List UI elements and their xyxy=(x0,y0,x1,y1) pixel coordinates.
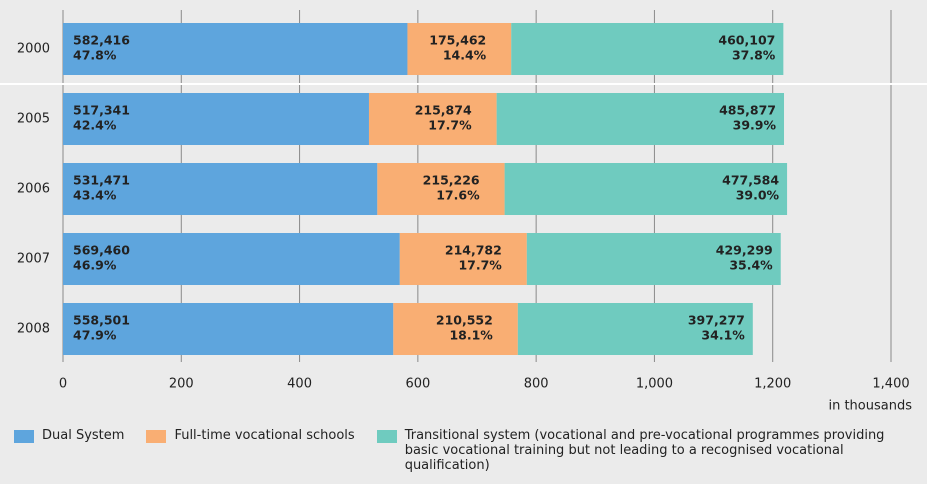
y-tick-label: 2006 xyxy=(17,182,50,197)
share-label: 34.1% xyxy=(701,328,745,343)
share-label: 47.8% xyxy=(73,48,117,63)
x-tick-label: 800 xyxy=(524,377,549,392)
share-label: 47.9% xyxy=(73,328,117,343)
legend-label: Transitional system (vocational and pre-… xyxy=(404,428,885,473)
value-label: 215,874 xyxy=(415,103,472,118)
value-label: 429,299 xyxy=(716,243,773,258)
bar-segment xyxy=(63,93,369,145)
legend-item: Full-time vocational schools xyxy=(146,428,355,473)
legend-item: Transitional system (vocational and pre-… xyxy=(376,428,885,473)
x-tick-label: 1,400 xyxy=(872,377,909,392)
share-label: 17.6% xyxy=(436,188,480,203)
bar-segment xyxy=(526,233,781,285)
share-label: 14.4% xyxy=(443,48,487,63)
value-label: 531,471 xyxy=(73,173,130,188)
value-label: 477,584 xyxy=(722,173,779,188)
bar-segment xyxy=(393,303,518,355)
share-label: 37.8% xyxy=(732,48,776,63)
value-label: 517,341 xyxy=(73,103,130,118)
y-tick-label: 2008 xyxy=(17,322,50,337)
value-label: 485,877 xyxy=(719,103,776,118)
share-label: 18.1% xyxy=(449,328,493,343)
share-label: 43.4% xyxy=(73,188,117,203)
legend-swatch xyxy=(376,430,397,443)
value-label: 569,460 xyxy=(73,243,130,258)
value-label: 460,107 xyxy=(718,33,775,48)
chart: in thousands 0 200 400 600 800 1,000 1,200 1,40… xyxy=(0,10,927,414)
legend-label: Dual System xyxy=(42,428,125,443)
bar-segment xyxy=(377,163,505,215)
value-label: 175,462 xyxy=(429,33,486,48)
y-tick-label: 2005 xyxy=(17,112,50,127)
bar-segment xyxy=(63,303,394,355)
legend-label: Full-time vocational schools xyxy=(174,428,355,443)
value-label: 558,501 xyxy=(73,313,130,328)
x-tick-label: 400 xyxy=(287,377,312,392)
x-tick-label: 1,200 xyxy=(754,377,791,392)
x-tick-label: 600 xyxy=(405,377,430,392)
share-label: 42.4% xyxy=(73,118,117,133)
bar-segment xyxy=(63,233,400,285)
legend: Dual System Full-time vocational schools T… xyxy=(14,428,907,473)
y-tick-label: 2007 xyxy=(17,252,50,267)
value-label: 210,552 xyxy=(436,313,493,328)
bar-segment xyxy=(511,23,784,75)
x-tick-label: 1,000 xyxy=(636,377,673,392)
bar-segment xyxy=(399,233,527,285)
x-axis-label: in thousands xyxy=(828,399,912,414)
bar-segment xyxy=(496,93,785,145)
bar-segment xyxy=(63,163,378,215)
legend-item: Dual System xyxy=(14,428,124,473)
share-label: 35.4% xyxy=(729,258,773,273)
share-label: 17.7% xyxy=(428,118,472,133)
share-label: 17.7% xyxy=(458,258,502,273)
x-tick-label: 0 xyxy=(59,377,67,392)
value-label: 582,416 xyxy=(73,33,130,48)
share-label: 46.9% xyxy=(73,258,117,273)
bar-segment xyxy=(517,303,753,355)
value-label: 397,277 xyxy=(688,313,745,328)
y-tick-label: 2000 xyxy=(17,42,50,57)
bar-segment xyxy=(368,93,497,145)
bar-segment xyxy=(407,23,512,75)
value-label: 215,226 xyxy=(423,173,480,188)
x-tick-label: 200 xyxy=(169,377,194,392)
legend-swatch xyxy=(146,430,167,443)
bar-segment xyxy=(504,163,788,215)
share-label: 39.9% xyxy=(733,118,777,133)
share-label: 39.0% xyxy=(736,188,780,203)
legend-swatch xyxy=(14,430,34,443)
bar-segment xyxy=(63,23,408,75)
value-label: 214,782 xyxy=(445,243,502,258)
